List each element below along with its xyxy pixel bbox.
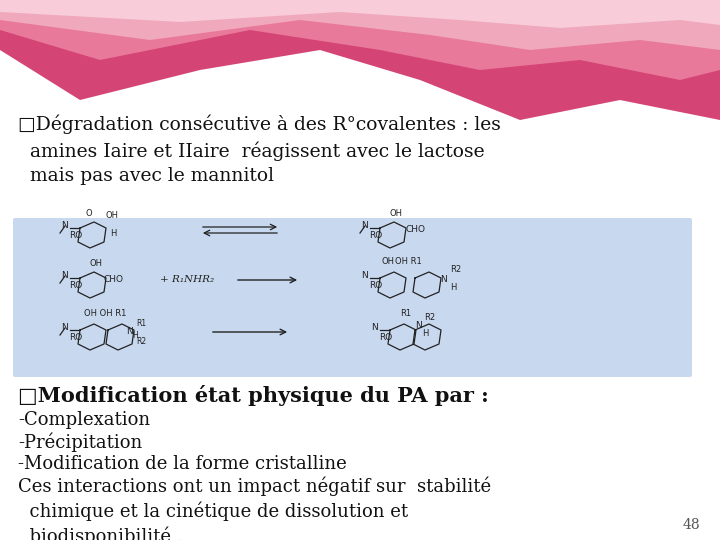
Text: + R₁NHR₂: + R₁NHR₂ [160,275,214,285]
Text: RO: RO [68,280,82,289]
Text: OH: OH [106,211,119,220]
FancyBboxPatch shape [13,218,692,377]
Text: RO: RO [68,333,82,341]
Text: N: N [62,272,68,280]
Text: OH: OH [90,259,103,268]
Polygon shape [0,70,720,540]
Polygon shape [0,0,720,80]
Text: N: N [62,221,68,231]
Text: R2: R2 [136,338,146,347]
Text: R1: R1 [136,320,146,328]
Text: OH: OH [382,257,395,266]
Text: OH: OH [390,209,403,218]
Text: N: N [372,323,379,333]
Text: N: N [361,221,369,231]
Text: □Dégradation consécutive à des R°covalentes : les
  amines Iaire et IIaire  réag: □Dégradation consécutive à des R°covalen… [18,115,501,185]
Text: N: N [62,323,68,333]
Text: RO: RO [379,333,392,341]
Text: N: N [126,327,132,336]
Text: N: N [361,272,369,280]
Text: RO: RO [369,280,382,289]
Text: H: H [132,330,138,340]
Text: CHO: CHO [406,226,426,234]
Text: R1: R1 [400,309,411,318]
Polygon shape [0,0,720,50]
Text: RO: RO [369,231,382,240]
Text: OH OH R1: OH OH R1 [84,309,127,318]
Text: R2: R2 [424,314,435,322]
Text: CHO: CHO [104,275,124,285]
Text: H: H [422,329,428,339]
Text: Ces interactions ont un impact négatif sur  stabilité
  chimique et la cinétique: Ces interactions ont un impact négatif s… [18,477,491,540]
Text: □Modification état physique du PA par :: □Modification état physique du PA par : [18,385,489,406]
Text: -Précipitation: -Précipitation [18,433,143,453]
Polygon shape [0,0,720,120]
Text: N: N [415,321,422,330]
Text: OH R1: OH R1 [395,257,422,266]
Text: H: H [110,228,117,238]
Text: -Modification de la forme cristalline: -Modification de la forme cristalline [18,455,347,473]
Polygon shape [0,0,720,28]
Text: N: N [440,275,446,285]
Text: O: O [85,209,91,218]
Text: R2: R2 [450,266,461,274]
Text: RO: RO [68,231,82,240]
Text: 48: 48 [683,518,700,532]
Text: -Complexation: -Complexation [18,411,150,429]
Text: H: H [450,284,456,293]
